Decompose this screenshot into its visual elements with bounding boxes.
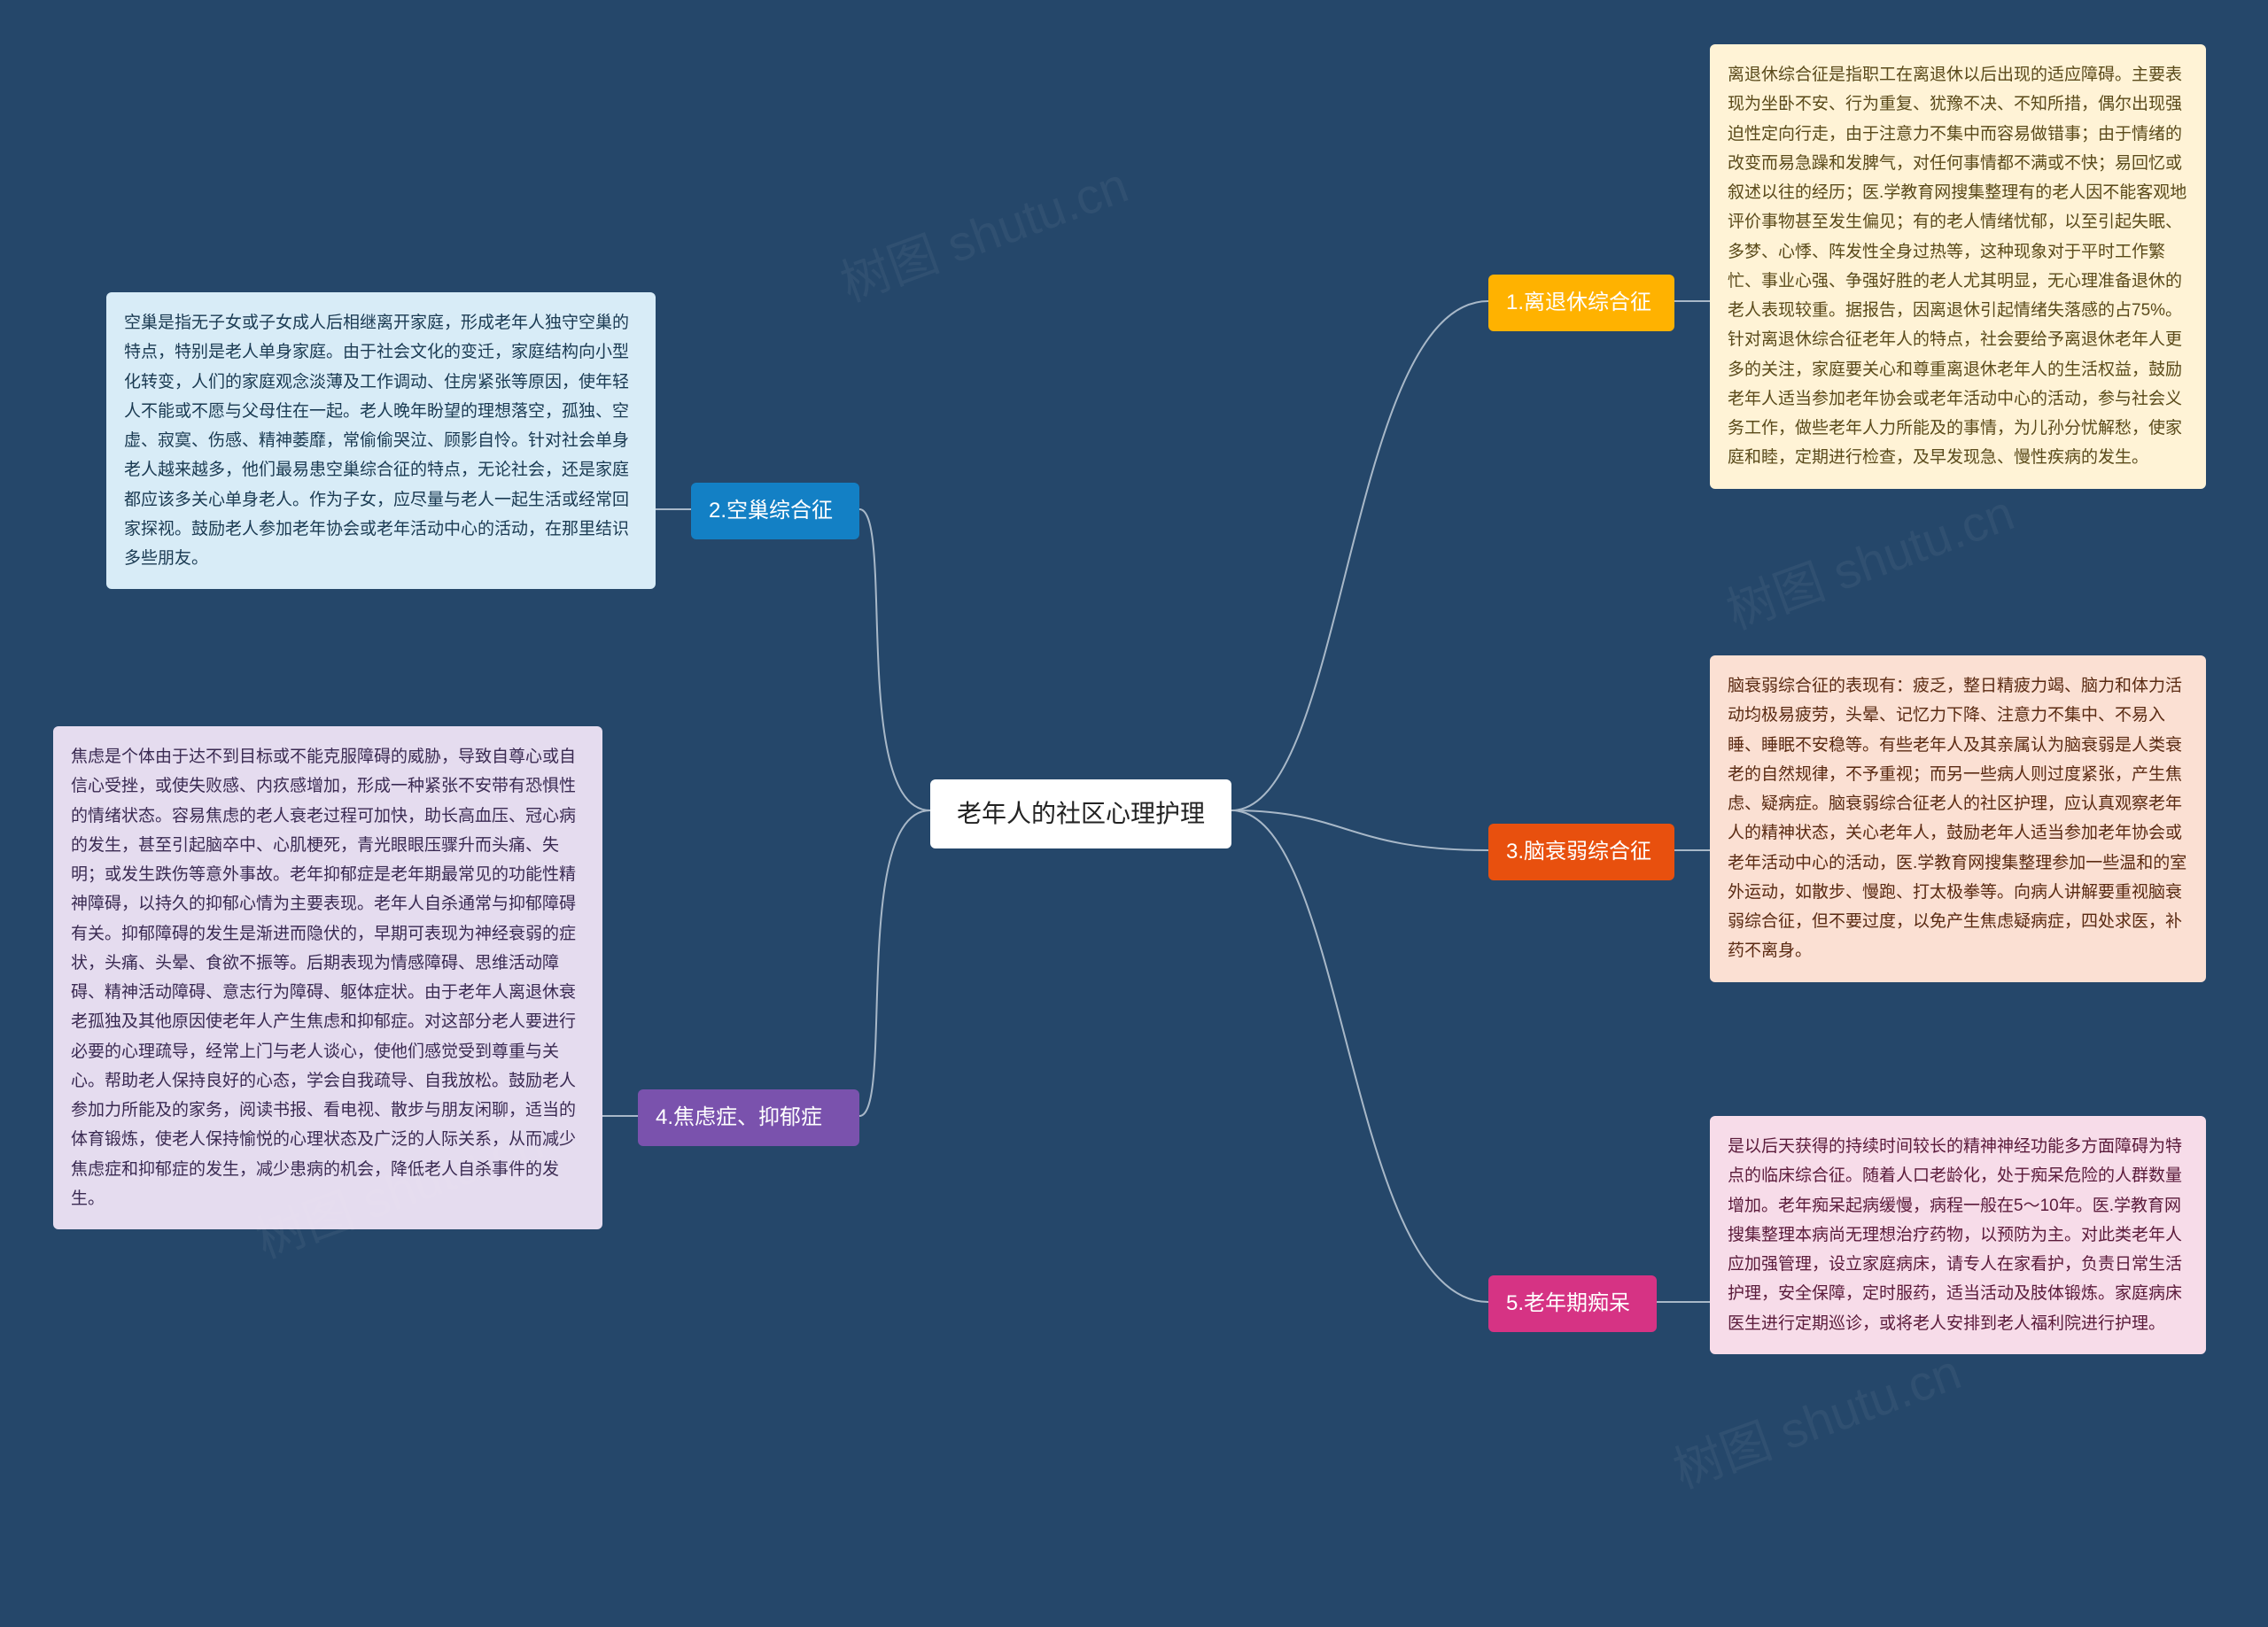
branch-2[interactable]: 2.空巢综合征 xyxy=(691,483,859,539)
watermark: 树图 shutu.cn xyxy=(1715,473,2023,643)
branch-2-desc: 空巢是指无子女或子女成人后相继离开家庭，形成老年人独守空巢的特点，特别是老人单身… xyxy=(106,292,656,589)
branch-1-desc: 离退休综合征是指职工在离退休以后出现的适应障碍。主要表现为坐卧不安、行为重复、犹… xyxy=(1710,44,2206,489)
branch-5-desc: 是以后天获得的持续时间较长的精神神经功能多方面障碍为特点的临床综合征。随着人口老… xyxy=(1710,1116,2206,1354)
watermark: 树图 shutu.cn xyxy=(829,145,1137,315)
branch-5[interactable]: 5.老年期痴呆 xyxy=(1488,1275,1657,1332)
branch-4-desc: 焦虑是个体由于达不到目标或不能克服障碍的威胁，导致自尊心或自信心受挫，或使失败感… xyxy=(53,726,602,1229)
branch-3-desc: 脑衰弱综合征的表现有：疲乏，整日精疲力竭、脑力和体力活动均极易疲劳，头晕、记忆力… xyxy=(1710,655,2206,982)
branch-1[interactable]: 1.离退休综合征 xyxy=(1488,275,1674,331)
branch-4[interactable]: 4.焦虑症、抑郁症 xyxy=(638,1089,859,1146)
watermark: 树图 shutu.cn xyxy=(1662,1332,1969,1502)
center-node[interactable]: 老年人的社区心理护理 xyxy=(930,779,1231,848)
branch-3[interactable]: 3.脑衰弱综合征 xyxy=(1488,824,1674,880)
